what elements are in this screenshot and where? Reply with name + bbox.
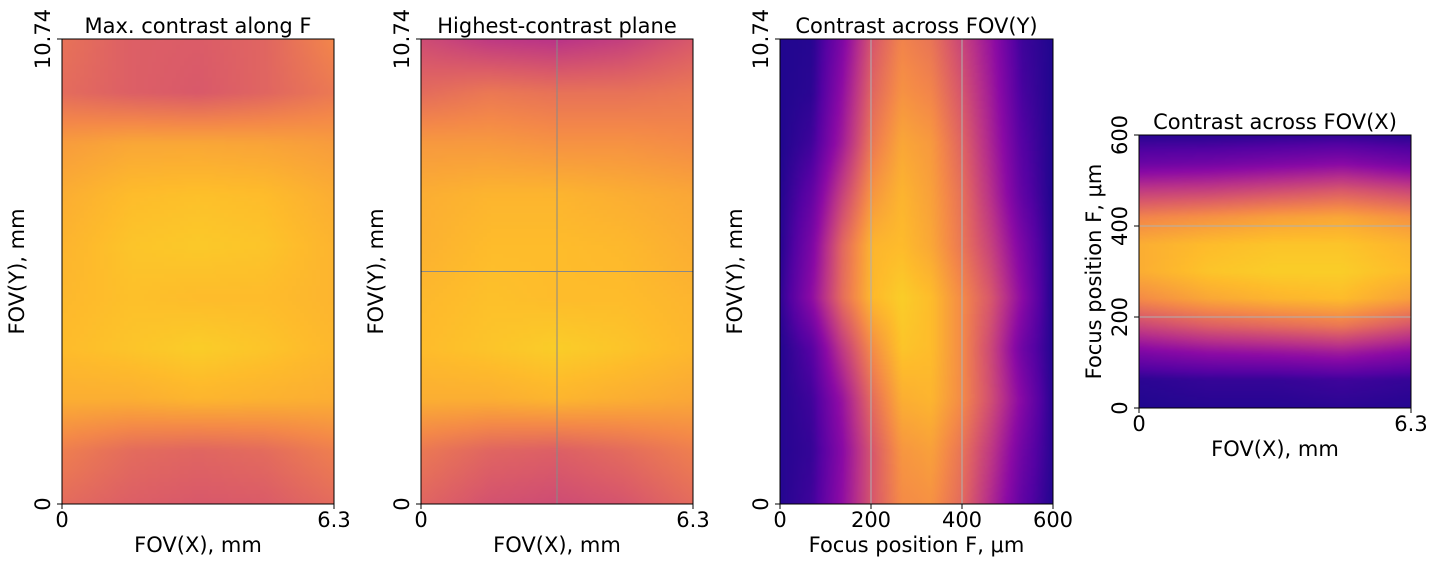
y-axis-label: FOV(Y), mm <box>5 208 29 334</box>
y-tick-label: 10.74 <box>390 9 414 69</box>
x-axis-label: FOV(X), mm <box>134 533 262 557</box>
heatmap-image <box>1139 135 1411 408</box>
x-axis-label: FOV(X), mm <box>493 533 621 557</box>
y-tick-label: 10.74 <box>749 9 773 69</box>
x-tick-label: 200 <box>851 508 891 532</box>
x-axis-label: Focus position F, μm <box>809 533 1025 557</box>
axes-frame <box>420 38 694 505</box>
heatmap-image <box>780 39 1053 504</box>
y-tick-label: 10.74 <box>31 9 55 69</box>
chart-title: Contrast across FOV(Y) <box>795 14 1037 38</box>
x-tick-label: 0 <box>773 508 786 532</box>
chart-title: Contrast across FOV(X) <box>1153 110 1397 134</box>
x-tick-label: 0 <box>414 508 427 532</box>
y-tick-label: 200 <box>1108 297 1132 337</box>
y-axis-label: FOV(Y), mm <box>723 208 747 334</box>
x-tick-label: 6.3 <box>317 508 350 532</box>
chart-panel-3: Contrast across FOV(Y) 0 200 400 600 0 10.74 Fo… <box>723 9 1073 557</box>
x-tick-label: 400 <box>942 508 982 532</box>
y-axis-label: Focus position F, μm <box>1082 164 1106 380</box>
chart-title: Max. contrast along F <box>84 14 311 38</box>
chart-panel-4: Contrast across FOV(X) 0 6.3 0 200 400 600 FOV(… <box>1082 110 1428 461</box>
chart-panel-1: Max. contrast along F 0 6.3 0 10.74 FOV(X), m… <box>5 9 351 557</box>
x-axis-label: FOV(X), mm <box>1211 437 1339 461</box>
chart-title: Highest-contrast plane <box>437 14 677 38</box>
x-tick-label: 600 <box>1033 508 1073 532</box>
y-tick-label: 0 <box>31 497 55 510</box>
axes-frame <box>1138 134 1412 409</box>
x-tick-label: 6.3 <box>1394 412 1427 436</box>
y-tick-label: 400 <box>1108 206 1132 246</box>
chart-panel-2: Highest-contrast plane 0 6.3 0 10.74 FOV(X), … <box>364 9 710 557</box>
y-axis-label: FOV(Y), mm <box>364 208 388 334</box>
axes-frame <box>61 38 335 505</box>
axes-frame <box>779 38 1054 505</box>
y-tick-label: 0 <box>1108 401 1132 414</box>
x-tick-label: 6.3 <box>676 508 709 532</box>
y-tick-label: 0 <box>390 497 414 510</box>
y-tick-label: 0 <box>749 497 773 510</box>
x-tick-label: 0 <box>1132 412 1145 436</box>
y-tick-label: 600 <box>1108 115 1132 155</box>
heatmap-image <box>62 39 334 504</box>
x-tick-label: 0 <box>55 508 68 532</box>
